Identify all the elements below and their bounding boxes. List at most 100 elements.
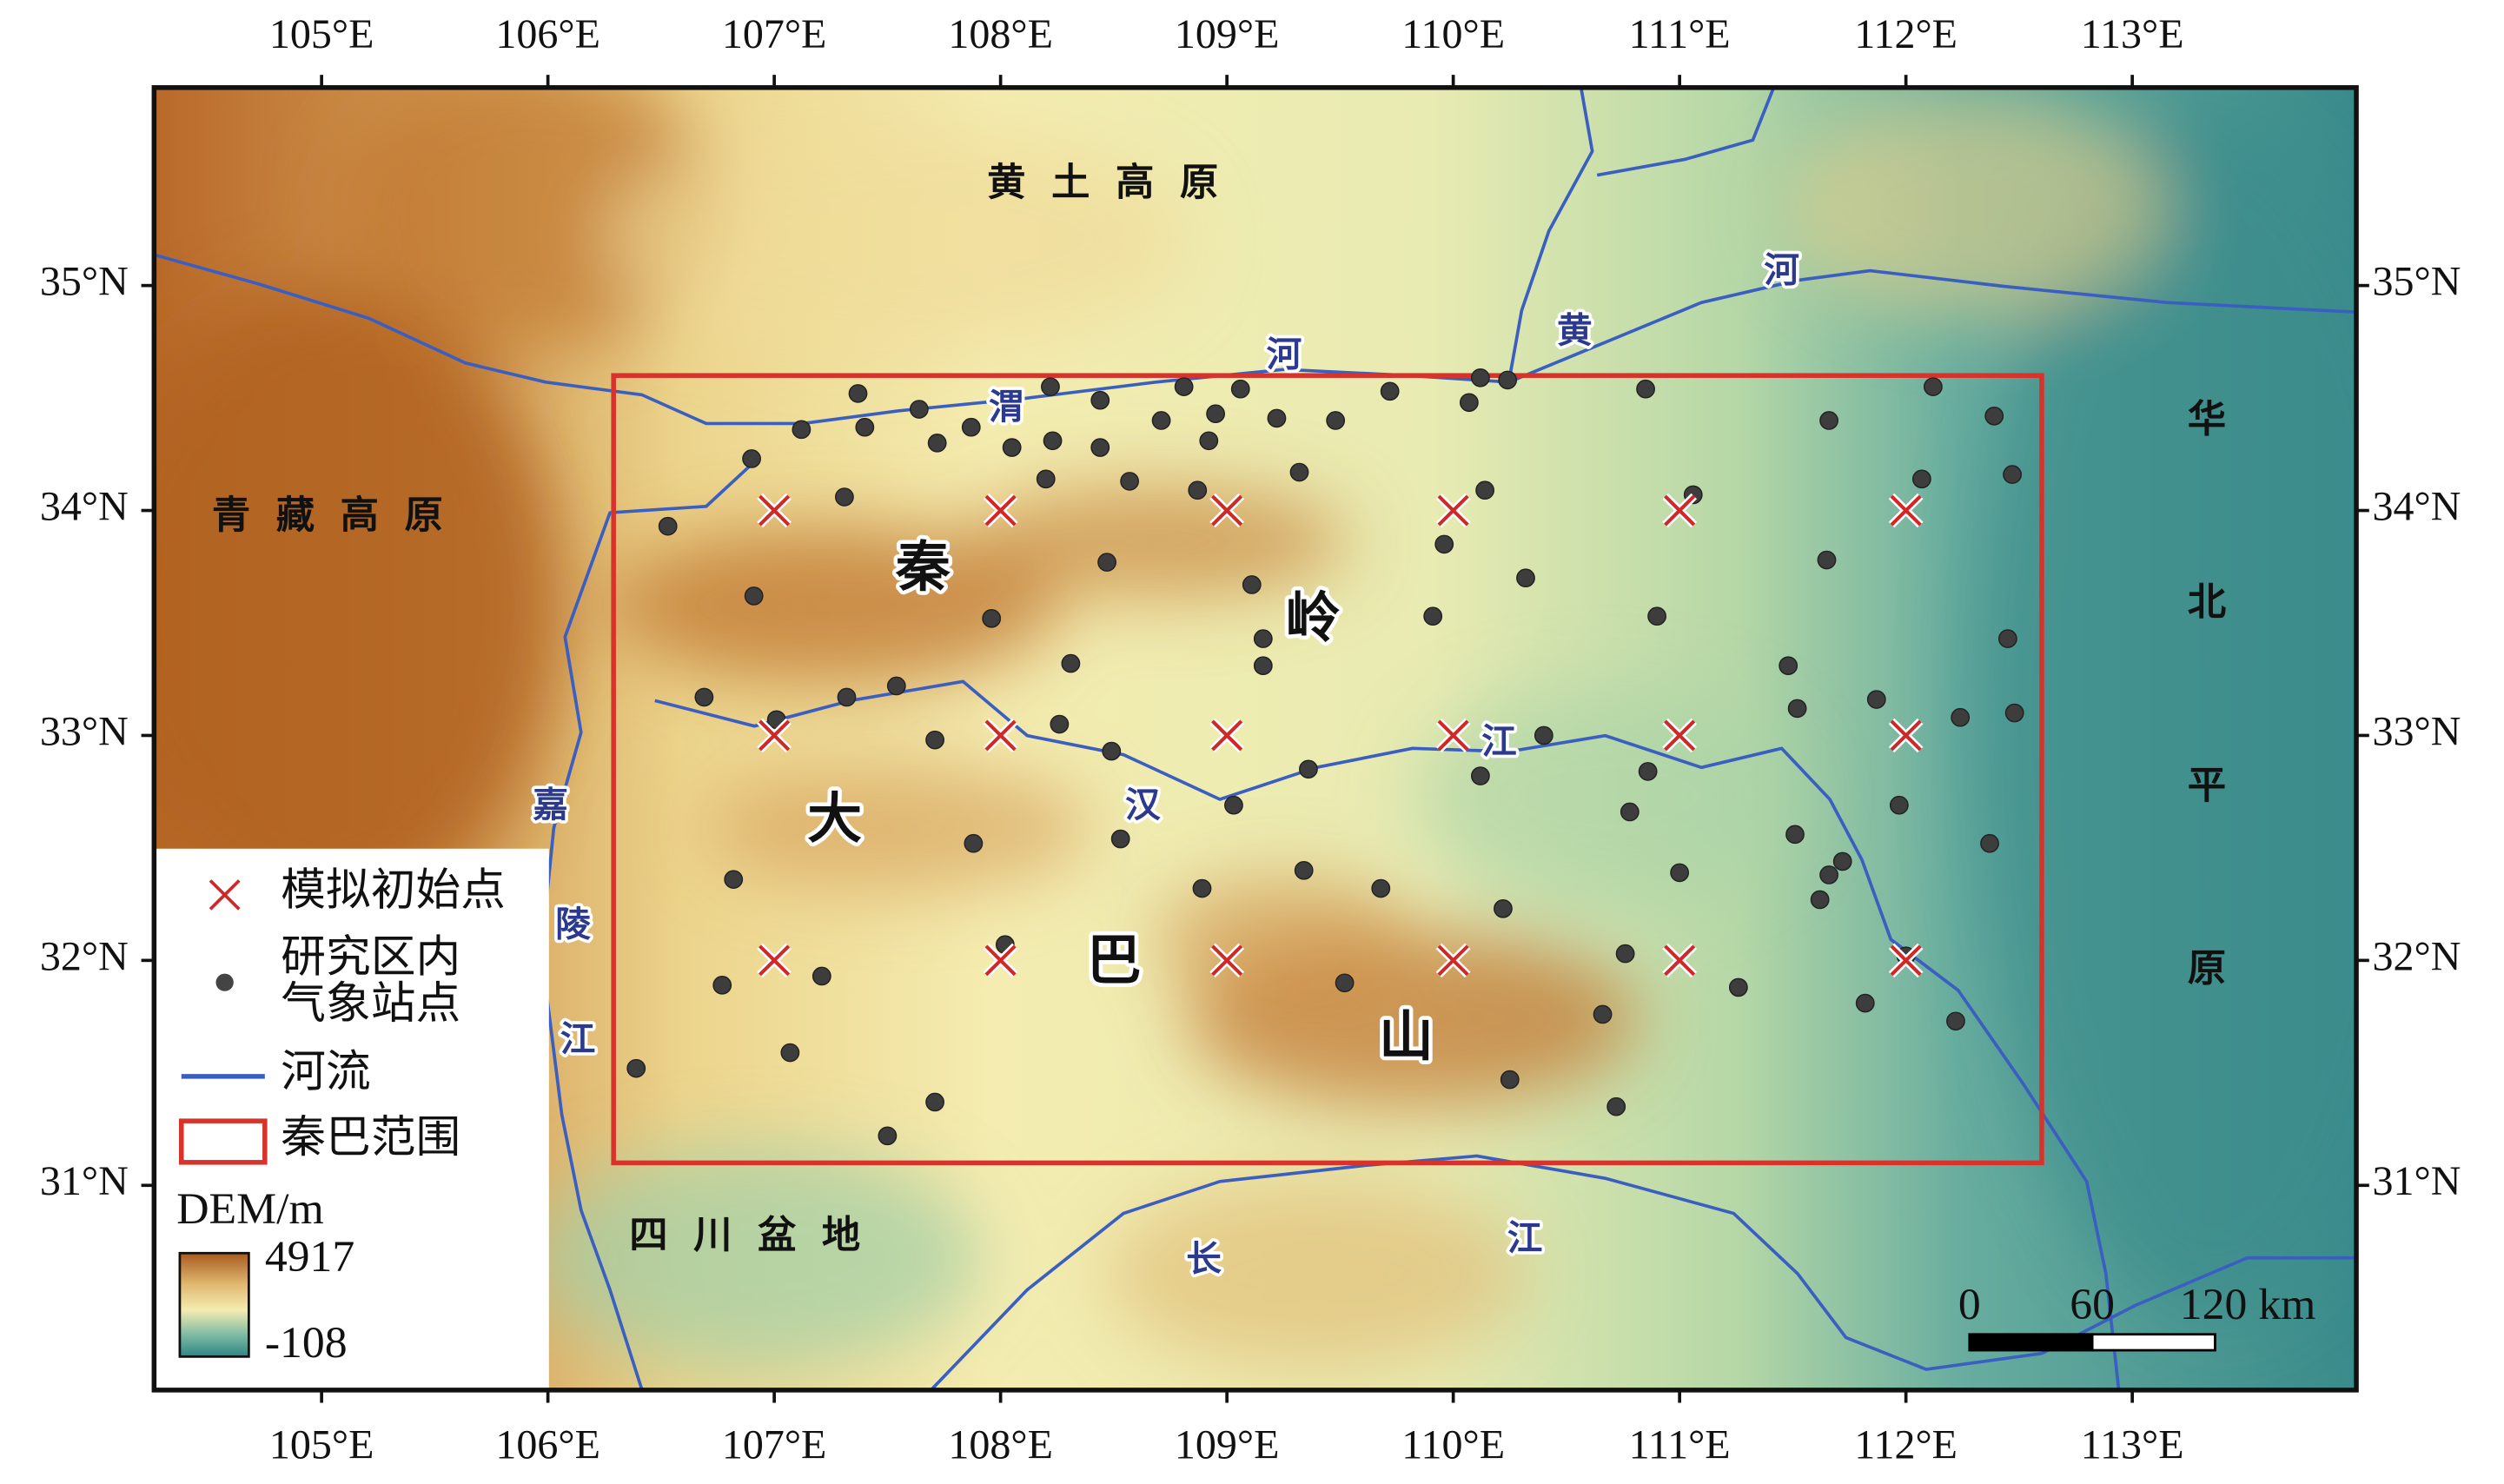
station [1206, 404, 1226, 424]
legend-cross-icon [209, 879, 241, 911]
colorbar [178, 1251, 250, 1358]
station [1475, 480, 1495, 500]
station [1997, 629, 2017, 648]
sim-point [1211, 494, 1243, 527]
station [848, 384, 868, 403]
station [1120, 472, 1140, 491]
legend: 模拟初始点 研究区内 气象站点 河流 秦巴范围 DEM/m 4917 -108 [176, 866, 506, 1368]
station [1043, 431, 1063, 451]
station [886, 676, 906, 696]
sim-point [1211, 944, 1243, 977]
station [1923, 377, 1943, 396]
station [834, 487, 854, 507]
station [1819, 411, 1838, 430]
x-tick-label: 105°E [269, 1422, 374, 1468]
station [1470, 368, 1490, 388]
y-tick-label: 35°N [2373, 259, 2461, 305]
river-label: 嘉 [533, 785, 568, 825]
scalebar-label: 0 [1958, 1280, 1981, 1329]
station [1299, 759, 1318, 779]
station [1230, 379, 1250, 399]
station [1606, 1096, 1626, 1116]
river-label: 河 [1764, 251, 1799, 290]
legend-dem-title: DEM/m [176, 1184, 324, 1234]
x-tick-label: 110°E [1401, 11, 1505, 57]
station [1593, 1004, 1613, 1024]
sim-point [1664, 944, 1696, 977]
station [1946, 1011, 1965, 1031]
river [1596, 87, 1776, 177]
x-tick-label: 113°E [2081, 1422, 2184, 1468]
station [1728, 977, 1748, 997]
x-tick-label: 110°E [1401, 1422, 1505, 1468]
station [1151, 411, 1171, 430]
station [925, 730, 944, 750]
mountain-label: 山 [1379, 1007, 1434, 1068]
station [1459, 393, 1479, 413]
x-tick-label: 106°E [495, 11, 600, 57]
station [1615, 944, 1635, 964]
station [724, 870, 744, 889]
sim-point [1664, 494, 1696, 527]
station [742, 449, 761, 468]
x-tick-label: 112°E [1854, 1422, 1957, 1468]
station [1188, 480, 1208, 500]
station [1102, 741, 1122, 761]
station [1192, 878, 1212, 898]
river [930, 1154, 2357, 1390]
station [1889, 795, 1909, 815]
station [1371, 878, 1391, 898]
river-label: 长 [1186, 1240, 1222, 1279]
station [1620, 802, 1640, 822]
sim-point [1211, 719, 1243, 752]
colorbar-max: 4917 [265, 1232, 354, 1282]
station [1494, 898, 1513, 918]
region-label: 黄土高原 [987, 162, 1244, 204]
mountain-label: 岭 [1286, 588, 1341, 649]
station [855, 417, 875, 437]
x-tick-label: 105°E [269, 11, 374, 57]
river [654, 679, 2121, 1390]
sim-point [758, 494, 791, 527]
river [1507, 87, 2357, 384]
station [2004, 703, 2024, 723]
region-label: 青藏高原 [212, 494, 469, 537]
station [1670, 863, 1690, 883]
station [925, 1092, 944, 1112]
station [694, 687, 714, 707]
sim-point [758, 719, 791, 752]
rivers [154, 87, 2357, 1390]
x-tick-label: 109°E [1175, 1422, 1280, 1468]
station [744, 586, 764, 606]
station [909, 400, 929, 419]
station [1224, 795, 1243, 815]
scalebar-segment [2090, 1333, 2216, 1352]
map-frame [151, 85, 2359, 1393]
station [1326, 411, 1346, 430]
sim-point [1437, 494, 1469, 527]
station [1294, 860, 1314, 880]
station [1951, 707, 1971, 727]
x-tick-label: 106°E [495, 1422, 600, 1468]
station [1911, 469, 1931, 489]
station [1036, 469, 1056, 489]
legend-label: 秦巴范围 [281, 1113, 460, 1163]
sim-point [758, 944, 791, 977]
river-label: 河 [1267, 335, 1302, 374]
region-label: 四川盆地 [629, 1214, 886, 1256]
sim-point [1890, 494, 1922, 527]
legend-label: 研究区内 [281, 933, 460, 983]
mountain-label: 大 [807, 789, 862, 850]
station [1980, 833, 1999, 853]
station [811, 966, 831, 986]
station [1242, 575, 1262, 594]
colorbar-min: -108 [265, 1318, 348, 1368]
station [2003, 465, 2022, 484]
station [1289, 462, 1309, 482]
legend-label: 气象站点 [281, 979, 460, 1029]
station [712, 976, 732, 995]
river [544, 460, 756, 1390]
station [1253, 629, 1273, 648]
river-label: 陵 [555, 905, 591, 944]
